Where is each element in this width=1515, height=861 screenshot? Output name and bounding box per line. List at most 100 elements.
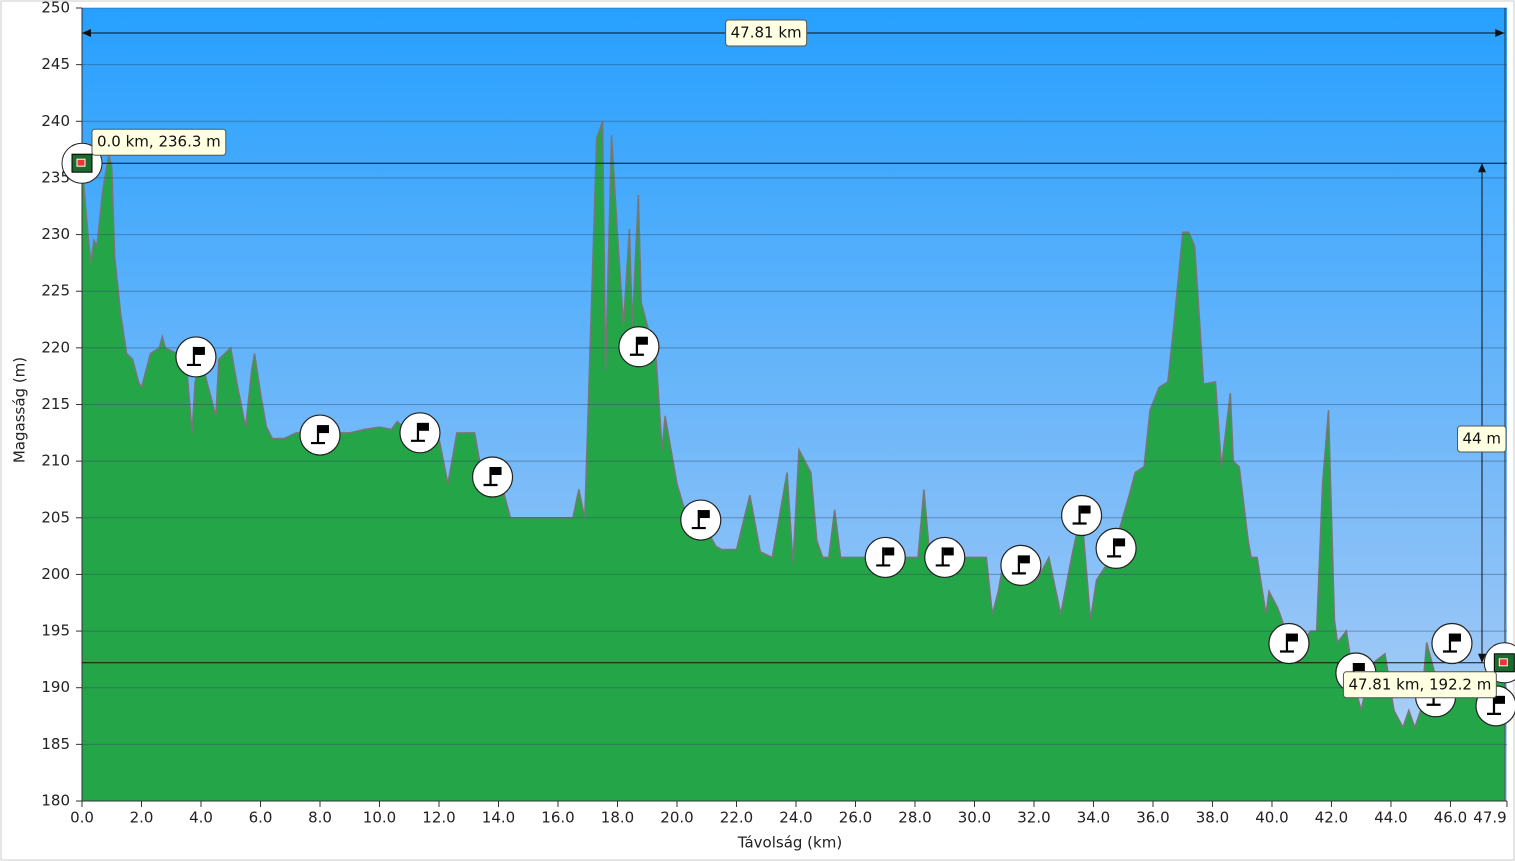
waypoint-circle	[1060, 494, 1103, 537]
waypoint-flag	[691, 510, 706, 530]
y-axis-label: Magasság (m)	[11, 357, 29, 463]
climb-label: 44 m	[1457, 425, 1507, 453]
waypoint-flag	[410, 422, 425, 442]
waypoint-flag	[1107, 538, 1122, 558]
waypoint-circle	[1095, 527, 1137, 569]
endpoint-icon-dot	[1498, 658, 1508, 667]
y-tick-label: 235	[41, 168, 70, 186]
waypoint	[1000, 544, 1042, 586]
x-tick-label: 32.0	[1017, 809, 1050, 827]
waypoint-flag-cloth	[1450, 633, 1461, 642]
x-tick-label: 26.0	[839, 809, 872, 827]
start-label: 0.0 km, 236.3 m	[91, 128, 227, 156]
x-tick-label: 30.0	[958, 809, 991, 827]
waypoint	[175, 336, 217, 378]
waypoint-flag	[1279, 633, 1294, 653]
y-tick-label: 190	[41, 678, 70, 696]
waypoint-flag-cloth	[1019, 555, 1030, 564]
waypoint-circle	[175, 336, 217, 378]
waypoint-circle	[399, 412, 441, 454]
distance-label-text: 47.81 km	[731, 24, 802, 42]
y-tick-label: 205	[41, 508, 70, 526]
arrow-head	[1478, 163, 1486, 173]
waypoint-flag-cloth	[1494, 695, 1505, 704]
y-tick-label: 240	[41, 112, 70, 130]
end-label: 47.81 km, 192.2 m	[1342, 671, 1497, 699]
waypoint-flag-cloth	[637, 336, 648, 345]
x-tick-label: 16.0	[541, 809, 574, 827]
waypoint	[618, 326, 660, 368]
waypoint-flag-cloth	[699, 510, 710, 519]
waypoint-circle	[864, 536, 906, 579]
waypoint	[1095, 527, 1137, 569]
waypoint	[680, 499, 722, 541]
waypoint-flag	[1072, 505, 1087, 525]
waypoint-flag	[935, 547, 950, 567]
waypoint-flag	[629, 336, 644, 356]
x-tick-label: 38.0	[1196, 809, 1229, 827]
waypoint-circle	[299, 414, 341, 456]
waypoint-flag	[1442, 633, 1457, 653]
waypoint-flag	[310, 425, 325, 445]
y-tick-label: 220	[41, 338, 70, 356]
waypoint	[1268, 622, 1310, 665]
waypoint-flag-cloth	[1287, 633, 1298, 642]
waypoint	[399, 412, 441, 454]
x-tick-label: 46.0	[1434, 809, 1467, 827]
climb-label-box	[1457, 425, 1507, 453]
waypoint-flag	[876, 547, 891, 567]
waypoint-flag-cloth	[318, 425, 329, 434]
y-tick-label: 225	[41, 282, 70, 300]
waypoint	[924, 536, 966, 579]
waypoint-flag-cloth	[418, 422, 429, 431]
x-tick-label: 36.0	[1136, 809, 1169, 827]
waypoint	[1431, 622, 1473, 665]
y-tick-label: 250	[41, 0, 70, 17]
waypoint-circle	[680, 499, 722, 541]
waypoint-flag	[1011, 555, 1026, 575]
waypoint-flag-cloth	[943, 547, 954, 556]
x-tick-label: 42.0	[1315, 809, 1348, 827]
x-tick-label: 12.0	[422, 809, 455, 827]
x-tick-label: 14.0	[482, 809, 515, 827]
x-tick-label: 10.0	[363, 809, 396, 827]
x-tick-label: 2.0	[130, 809, 154, 827]
x-tick-label: 34.0	[1077, 809, 1110, 827]
waypoint-flag-cloth	[491, 467, 502, 476]
elevation-area	[82, 121, 1505, 802]
waypoint	[864, 536, 906, 579]
x-tick-label: 22.0	[720, 809, 753, 827]
waypoint-flag-cloth	[1354, 662, 1365, 671]
y-tick-label: 245	[41, 55, 70, 73]
waypoint	[299, 414, 341, 456]
waypoint-flag	[483, 467, 498, 487]
elevation-line	[81, 121, 1505, 730]
start-label-text: 0.0 km, 236.3 m	[97, 133, 221, 151]
waypoint-circle	[471, 456, 514, 498]
distance-label: 47.81 km	[725, 19, 808, 47]
arrow-head	[82, 29, 91, 37]
waypoint-circle	[924, 536, 966, 579]
y-tick-label: 200	[41, 565, 70, 583]
start-label-box	[91, 128, 227, 156]
y-tick-label: 185	[41, 735, 70, 753]
x-tick-label: 18.0	[601, 809, 634, 827]
x-tick-label: 44.0	[1374, 809, 1407, 827]
arrow-head	[1495, 29, 1505, 37]
x-tick-label: 47.9	[1473, 809, 1506, 827]
waypoint-flag-cloth	[1115, 538, 1126, 547]
y-tick-label: 180	[41, 792, 70, 810]
climb-label-text: 44 m	[1463, 429, 1501, 447]
end-label-text: 47.81 km, 192.2 m	[1348, 675, 1491, 693]
waypoint	[1060, 494, 1103, 537]
waypoint	[471, 456, 514, 498]
x-tick-label: 20.0	[660, 809, 693, 827]
waypoint-circle	[1000, 544, 1042, 586]
waypoint-circle	[618, 326, 660, 368]
y-tick-label: 230	[41, 225, 70, 243]
y-tick-label: 195	[41, 622, 70, 640]
arrow-head	[1478, 653, 1486, 663]
x-tick-label: 8.0	[308, 809, 332, 827]
y-tick-label: 210	[41, 452, 70, 470]
